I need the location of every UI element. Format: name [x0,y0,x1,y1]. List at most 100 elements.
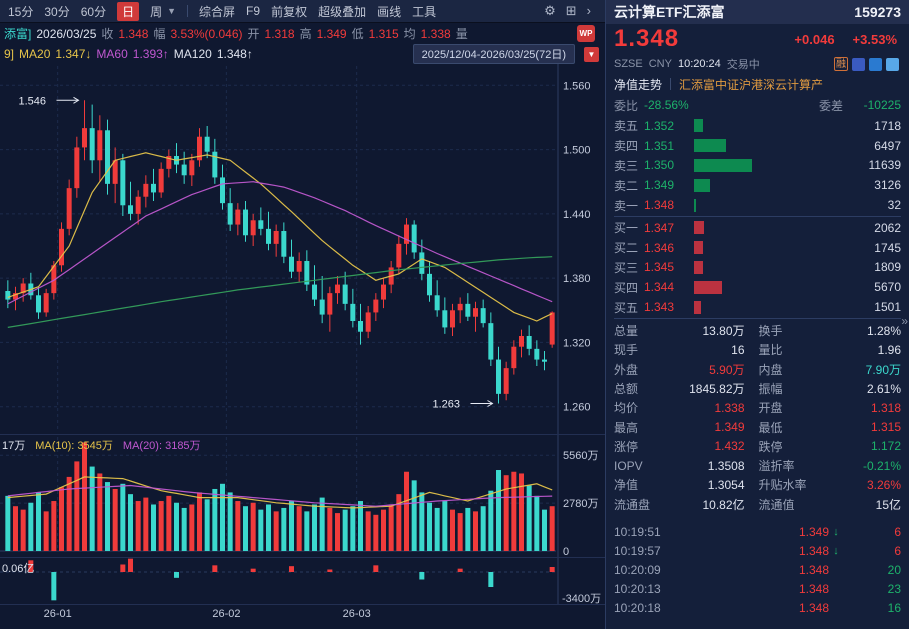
more-chevron-icon[interactable]: › [586,3,591,18]
price-change-pct: +3.53% [852,31,897,47]
candlestick-chart-pane[interactable]: 1.560 1.500 1.440 1.380 1.320 1.260 1.546 1.263 [0,64,605,434]
bid-qty: 2062 [874,220,901,235]
ask-label: 卖五 [614,119,639,134]
bid-bar-track [694,260,849,274]
ask-levels: 卖五 1.352 1718 卖四 1.351 6497 卖三 1.350 11639 卖二 1.34… [606,116,909,215]
high-label: 高 [299,27,312,41]
stat-value: 1.318 [870,400,901,415]
period-60min[interactable]: 60分 [80,4,107,19]
tick-time: 10:19:51 [614,525,661,540]
period-day-active[interactable]: 日 [117,1,140,21]
feature-icon-1[interactable] [852,57,865,71]
panel-scroll-handle[interactable]: » [901,314,908,328]
bid-price: 1.344 [644,280,675,295]
trade-tick-row: 10:19:51 1.349 ↓ 6 [606,523,909,542]
amplitude-value: 3.53%(0.046) [170,26,243,41]
avg-label: 均 [403,27,416,41]
menu-super-overlay[interactable]: 超级叠加 [318,4,367,19]
stat-row: 总量 13.80万 换手 1.28% [606,321,909,340]
flow-current-value: 0.06亿 [2,563,35,575]
period-dropdown-icon[interactable]: ▼ [167,6,177,16]
volume-legend: 17万 MA(10): 3545万 MA(20): 3185万 [2,437,201,453]
bid-label: 买五 [614,300,639,315]
feature-icon-3[interactable] [886,57,899,71]
stats-grid: 总量 13.80万 换手 1.28% 现手 16 量比 1.96 外盘 5.90万 内盘 7.90万总… [606,320,909,515]
collapse-button[interactable]: ▼ [584,46,599,62]
bid-row[interactable]: 买五 1.343 1501 [606,297,909,317]
bid-price: 1.343 [644,300,675,315]
ask-row[interactable]: 卖四 1.351 6497 [606,136,909,156]
truncated-fragment: 9] [4,47,15,61]
stat-value: 1.172 [870,439,901,454]
volume-chart-pane[interactable]: 17万 MA(10): 3545万 MA(20): 3185万 5560万 278… [0,435,605,557]
menu-f9[interactable]: F9 [246,4,261,18]
gear-icon[interactable]: ⚙ [544,3,556,18]
price-annotation: 1.546 [19,95,47,107]
money-flow-pane[interactable]: 0.06亿 -3400万 [0,558,605,605]
x-axis-label: 26-02 [212,608,241,620]
ask-qty: 1718 [874,118,901,133]
ask-row[interactable]: 卖三 1.350 11639 [606,156,909,176]
currency-label: CNY [648,58,672,70]
price-annotation: 1.263 [433,399,461,411]
high-value: 1.349 [316,26,347,41]
tab-nav-trend[interactable]: 净值走势 [614,77,663,92]
period-15min[interactable]: 15分 [8,4,34,19]
bar-date: 2026/03/25 [36,26,97,41]
close-value: 1.348 [118,26,149,41]
stat-value: -0.21% [862,458,901,473]
toolbar-divider [187,5,189,17]
stat-label: 现手 [614,343,639,358]
trade-tick-row: 10:20:18 1.348 16 [606,599,909,618]
ask-qty: 32 [887,198,901,213]
bid-row[interactable]: 买一 1.347 2062 [606,218,909,238]
ohlc-info-bar: 添富] 2026/03/25 收 1.348 幅 3.53%(0.046) 开 … [0,23,605,44]
feature-icon-2[interactable] [869,57,882,71]
truncated-fragment: 添富] [4,27,32,41]
bid-row[interactable]: 买四 1.344 5670 [606,277,909,297]
ask-row[interactable]: 卖五 1.352 1718 [606,116,909,136]
menu-draw-line[interactable]: 画线 [377,4,402,19]
bid-label: 买四 [614,280,639,295]
low-label: 低 [351,27,364,41]
stat-label: 内盘 [758,362,783,377]
trade-tick-row: 10:20:09 1.348 20 [606,561,909,580]
bid-row[interactable]: 买三 1.345 1809 [606,258,909,278]
instrument-header: 云计算ETF汇添富 159273 [606,0,909,24]
ask-price: 1.350 [644,158,675,173]
tab-divider [670,78,672,90]
menu-composite-screen[interactable]: 综合屏 [199,4,236,19]
stat-value: 1.3508 [707,458,745,473]
stat-value: 1.3054 [707,477,745,492]
layout-grid-icon[interactable]: ⊞ [565,3,577,18]
stat-label: 最高 [614,420,639,435]
tick-direction-arrow: ↓ [833,526,839,539]
period-30min[interactable]: 30分 [44,4,70,19]
stat-value: 2.61% [866,381,901,396]
bid-bar-track [694,241,849,255]
tick-price: 1.348 [798,563,829,578]
weibi-value: -28.56% [644,98,689,112]
date-range-selector[interactable]: 2025/12/04-2026/03/25(72日) [412,44,575,64]
stat-value: 10.82亿 [702,497,745,512]
menu-forward-adjust[interactable]: 前复权 [271,4,308,19]
panel-tab-row: 净值走势 汇添富中证沪港深云计算产 [606,74,909,94]
ask-row[interactable]: 卖一 1.348 32 [606,195,909,215]
period-week[interactable]: 周 [150,4,163,19]
stat-value: 3.26% [866,477,901,492]
ask-row[interactable]: 卖二 1.349 3126 [606,175,909,195]
stat-label: 升贴水率 [758,478,807,493]
stat-label: 总额 [614,382,639,396]
bid-qty: 1809 [874,260,901,275]
volume-label: 量 [455,27,468,41]
chart-region: 15分 30分 60分 日 周 ▼ 综合屏 F9 前复权 超级叠加 画线 工具 … [0,0,605,620]
menu-tools[interactable]: 工具 [412,4,437,19]
bid-row[interactable]: 买二 1.346 1745 [606,238,909,258]
bid-volume-bar [694,241,703,255]
margin-trading-icon[interactable]: 融 [834,57,848,71]
trade-tick-list[interactable]: 10:19:51 1.349 ↓ 6 10:19:57 1.348 ↓ 6 10:20:09 1.… [606,515,909,618]
low-value: 1.315 [368,26,399,41]
ask-bar-track [694,139,849,153]
wencai-badge-icon[interactable]: WP [577,25,595,42]
stat-label: 外盘 [614,362,639,377]
